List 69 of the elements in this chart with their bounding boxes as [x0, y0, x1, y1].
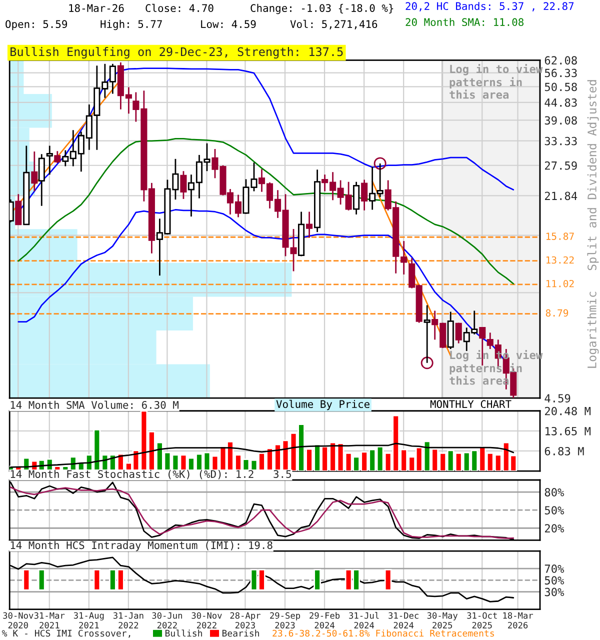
candlestick — [180, 170, 187, 200]
x-tick-label: 18-Mar 2026 — [503, 612, 534, 628]
text: Change: -1.03 {-18.0 %} — [250, 4, 394, 14]
y-tick-label: 62.08 — [544, 56, 577, 65]
text: Low: 4.59 — [201, 20, 256, 28]
candlestick — [455, 322, 462, 344]
chart-title: Bullish Engulfing on 29-Dec-23, Strength: 137.5 — [10, 46, 343, 59]
text: Open: 5.59 — [6, 20, 68, 30]
y-tick-label: 27.59 — [544, 161, 577, 170]
y-tick-label: 6.83 M — [544, 446, 584, 456]
x-tick-label: 29-Feb 2024 — [310, 612, 340, 628]
y-tick-label: 30% — [544, 588, 564, 596]
text: Close: 4.70 — [146, 4, 214, 12]
ref-line-label: 11.02 — [546, 280, 574, 288]
text: 23.6-38.2-50-61.8% Fibonacci Retracements — [272, 630, 494, 637]
y-tick-label: 56.33 — [544, 68, 577, 78]
candlestick — [361, 179, 368, 212]
x-tick-label: 31-Aug 2021 — [74, 612, 104, 628]
candlestick — [46, 145, 53, 176]
text: Split and Dividend Adjusted — [587, 80, 599, 270]
ref-line-label: 13.22 — [546, 256, 574, 264]
text: MONTHLY CHART — [430, 400, 512, 408]
text: 18-Mar-26 — [69, 4, 124, 12]
y-tick-label: 21.84 — [544, 192, 578, 200]
text: 20 Month SMA: 11.08 — [406, 18, 524, 26]
x-tick-label: 30-Nov 2020 — [3, 612, 34, 628]
y-tick-label: 33.33 — [544, 136, 577, 146]
legend-label: Bullish — [165, 630, 202, 637]
text: High: 5.77 — [100, 20, 162, 30]
candlestick — [424, 304, 430, 364]
x-tick-label: 31-Jan 2022 — [113, 612, 144, 628]
y-tick-label: 44.83 — [544, 98, 577, 107]
y-tick-label: 70% — [544, 564, 564, 573]
candlestick — [38, 153, 45, 207]
text: Vol: 5,271,416 — [290, 20, 378, 30]
legend-title: % K - HCS IMI Crossover, — [2, 630, 130, 638]
chart-title: 14 Month HCS Intraday Momentum (IMI): 19.8 — [10, 541, 272, 552]
ref-line-label: 8.79 — [546, 309, 568, 317]
candlestick — [306, 211, 313, 238]
y-tick-label: 50.58 — [544, 82, 577, 92]
x-tick-label: 31-Oct 2025 — [467, 612, 497, 628]
x-tick-label: 31-Jul 2024 — [349, 612, 379, 628]
ref-line-label: 15.87 — [546, 232, 574, 240]
y-tick-label: 50% — [544, 576, 564, 585]
y-tick-label: 20% — [544, 524, 564, 533]
y-tick-label: 50% — [544, 506, 564, 514]
candlestick — [31, 150, 38, 192]
line-series — [18, 138, 514, 284]
x-tick-label: 28-Apr 2023 — [230, 612, 260, 628]
candlestick — [54, 150, 61, 164]
legend-label: Bearish — [222, 630, 259, 637]
y-tick-label: 13.65 M — [546, 426, 591, 436]
chart-title: 14 Month Fast Stochastic (%K) (%D): 1.2 3.5 — [10, 470, 291, 480]
y-tick-label: 4.59 — [544, 394, 570, 402]
y-tick-label: 39.08 — [544, 116, 577, 125]
text: Logarithmic — [587, 292, 599, 368]
x-tick-label: 30-Jun 2022 — [152, 612, 182, 628]
x-tick-label: 31-Dec 2024 — [388, 612, 418, 628]
x-tick-label: 29-Sep 2023 — [270, 612, 300, 628]
y-tick-label: 80% — [544, 488, 564, 496]
candlestick — [353, 181, 360, 216]
x-tick-label: 30-May 2025 — [427, 612, 458, 628]
text: Volume By Price — [276, 400, 370, 410]
candlestick — [15, 193, 22, 226]
x-tick-label: 30-Nov 2022 — [192, 612, 222, 628]
chart-title: 14 Month SMA Volume: 6.30 M — [10, 400, 178, 409]
x-tick-label: 31-Mar 2021 — [34, 612, 65, 628]
text: 20,2 HC Bands: 5.37 , 22.87 — [406, 2, 574, 12]
y-tick-label: 20.48 M — [544, 406, 591, 416]
